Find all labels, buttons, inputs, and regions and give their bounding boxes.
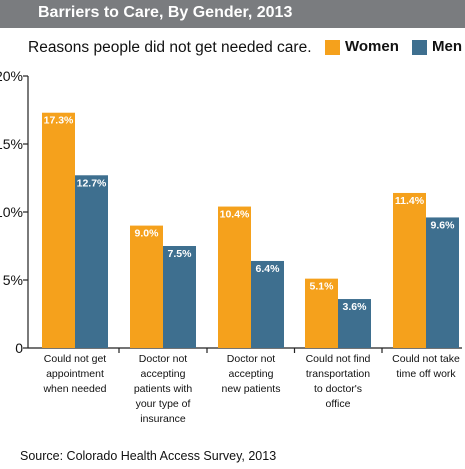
category-label: to doctor's — [314, 383, 362, 395]
data-label-men: 12.7% — [77, 177, 107, 189]
bar-men — [338, 299, 371, 348]
category-label: Could not take — [392, 353, 460, 365]
data-label-men: 3.6% — [343, 301, 368, 313]
data-label-women: 11.4% — [395, 195, 425, 207]
bar-women — [305, 278, 338, 348]
category-label: appointment — [46, 368, 104, 380]
source-note: Source: Colorado Health Access Survey, 2… — [20, 449, 277, 463]
bar-men — [251, 260, 284, 348]
legend-swatch-women — [325, 40, 340, 55]
y-tick-label: 0 — [15, 340, 23, 356]
data-label-men: 6.4% — [256, 263, 281, 275]
category-label: Doctor not — [139, 353, 188, 365]
category-label: new patients — [222, 383, 281, 395]
legend-label-men: Men — [432, 38, 462, 55]
bar-men — [75, 175, 108, 348]
bar-women — [42, 112, 75, 348]
bar-men — [163, 246, 196, 348]
data-label-women: 5.1% — [310, 281, 335, 293]
y-tick-label: 20% — [0, 68, 23, 84]
bar-men — [426, 217, 459, 348]
legend-label-women: Women — [345, 38, 399, 55]
category-label: accepting — [229, 368, 274, 380]
data-label-women: 9.0% — [135, 228, 160, 240]
category-label: patients with — [134, 383, 193, 395]
data-label-women: 17.3% — [44, 115, 74, 127]
category-label: insurance — [140, 413, 186, 425]
chart-title: Barriers to Care, By Gender, 2013 — [38, 4, 293, 21]
category-label: Could not get — [44, 353, 107, 365]
category-label: time off work — [396, 368, 456, 380]
category-label: office — [326, 398, 351, 410]
category-label: Could not find — [306, 353, 371, 365]
data-label-men: 9.6% — [431, 219, 456, 231]
title-bar: Barriers to Care, By Gender, 2013 — [0, 0, 465, 28]
category-label: your type of — [136, 398, 191, 410]
y-tick-label: 5% — [3, 272, 23, 288]
category-label: accepting — [141, 368, 186, 380]
category-label: when needed — [42, 383, 106, 395]
legend-swatch-men — [412, 40, 427, 55]
category-label: transportation — [306, 368, 370, 380]
bar-women — [218, 206, 251, 348]
data-label-men: 7.5% — [168, 248, 193, 260]
chart-subtitle: Reasons people did not get needed care. — [28, 39, 312, 56]
data-label-women: 10.4% — [220, 209, 250, 221]
bar-women — [130, 225, 163, 348]
y-tick-label: 15% — [0, 136, 23, 152]
y-tick-label: 10% — [0, 204, 23, 220]
category-label: Doctor not — [227, 353, 276, 365]
bar-women — [393, 192, 426, 348]
